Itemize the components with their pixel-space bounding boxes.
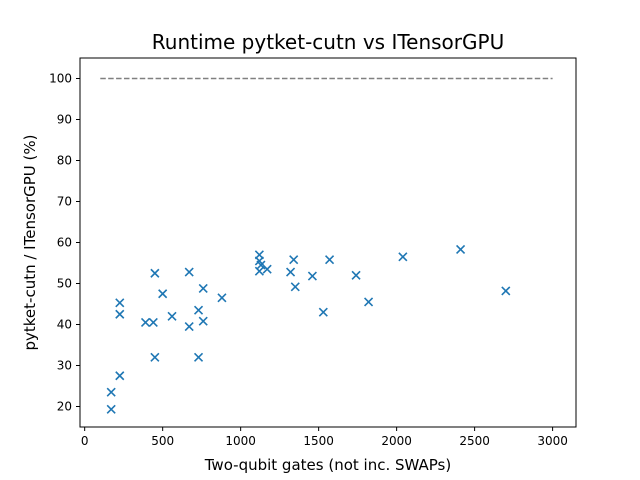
data-point: [324, 255, 335, 265]
data-point: [286, 267, 296, 277]
data-point: [318, 307, 328, 317]
data-point: [106, 404, 116, 414]
data-point: [148, 317, 158, 328]
data-point: [217, 293, 227, 303]
data-point: [140, 317, 151, 328]
data-point: [158, 289, 168, 299]
y-tick-label: 90: [57, 113, 72, 127]
data-point: [115, 298, 125, 308]
data-point: [262, 264, 272, 274]
data-point: [167, 311, 177, 321]
x-axis: 0 500 1000 1500 2000 2500 3000: [81, 427, 568, 448]
x-tick-label: 2000: [381, 434, 412, 448]
data-point: [501, 286, 511, 296]
data-point: [307, 271, 317, 281]
data-point: [184, 267, 194, 277]
y-tick-label: 100: [49, 72, 72, 86]
x-tick-label: 3000: [537, 434, 568, 448]
data-point: [115, 371, 125, 381]
x-tick-label: 500: [151, 434, 174, 448]
y-tick-label: 80: [57, 154, 72, 168]
y-tick-label: 60: [57, 236, 72, 250]
data-point: [193, 305, 204, 315]
y-tick-label: 30: [57, 359, 72, 373]
y-tick-label: 20: [57, 400, 72, 414]
x-axis-label: Two-qubit gates (not inc. SWAPs): [204, 456, 451, 474]
y-tick-label: 70: [57, 195, 72, 209]
x-tick-label: 0: [81, 434, 89, 448]
data-point: [150, 352, 160, 362]
data-point: [256, 260, 266, 270]
data-point: [106, 387, 116, 397]
y-tick-label: 50: [57, 277, 72, 291]
data-point: [198, 283, 208, 293]
chart-title: Runtime pytket-cutn vs ITensorGPU: [152, 30, 504, 54]
y-axis-label: pytket-cutn / ITensorGPU (%): [21, 135, 39, 351]
x-tick-label: 1500: [303, 434, 334, 448]
data-point: [115, 309, 125, 319]
x-tick-label: 2500: [459, 434, 490, 448]
data-point: [456, 244, 466, 255]
data-point: [198, 316, 208, 326]
data-point: [289, 255, 299, 265]
data-point: [150, 268, 160, 278]
data-point: [398, 252, 408, 262]
data-point: [363, 297, 374, 307]
data-point: [184, 321, 194, 332]
y-axis: 20 30 40 50 60 70 80 90 100: [49, 72, 80, 414]
plot-area: [100, 77, 553, 414]
x-tick-label: 1000: [225, 434, 256, 448]
plot-frame: [79, 57, 577, 428]
data-point: [193, 352, 204, 362]
y-tick-label: 40: [57, 318, 72, 332]
data-point: [290, 282, 300, 292]
data-point: [351, 270, 361, 280]
